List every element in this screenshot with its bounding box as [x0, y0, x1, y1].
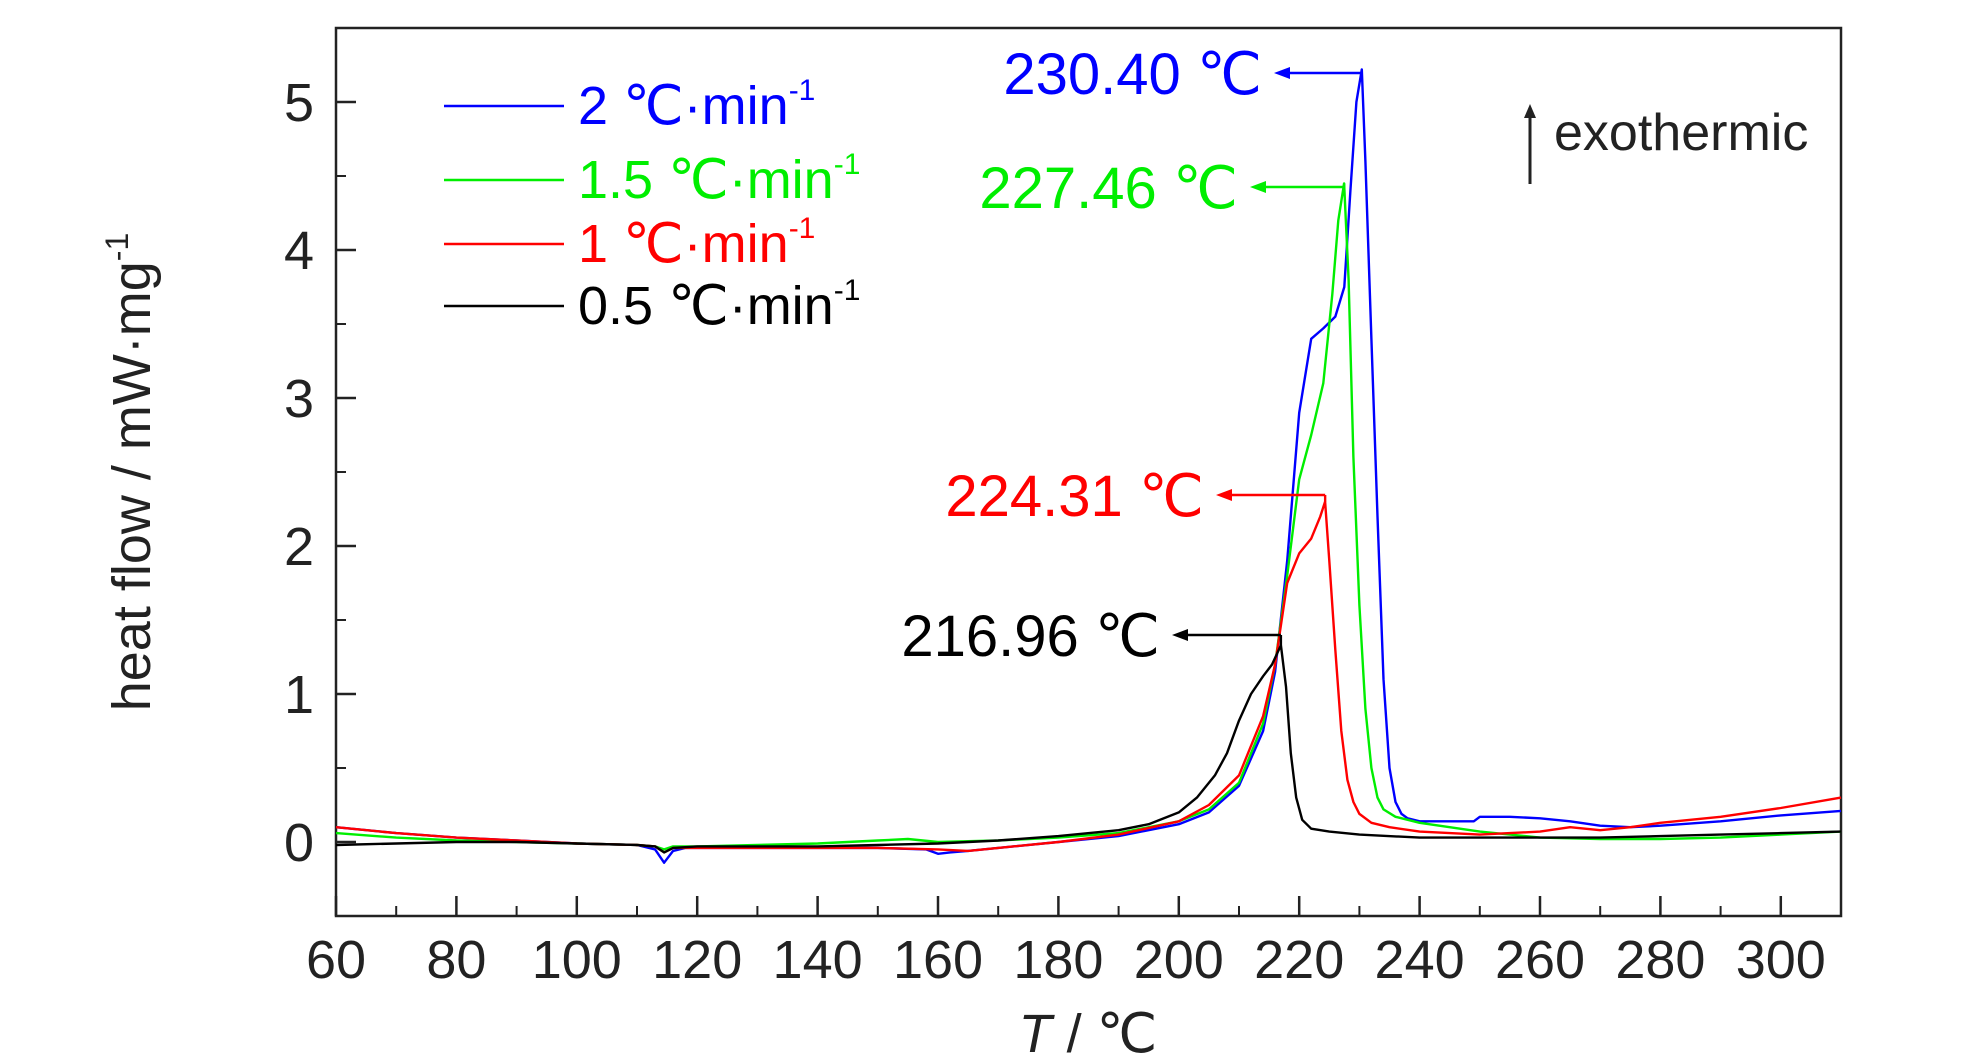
legend-entry-name: 0.5 ℃·min	[578, 276, 834, 336]
legend-entry-sup: -1	[789, 212, 816, 245]
y-axis-title-sup: -1	[99, 233, 135, 261]
y-tick-label: 1	[284, 665, 314, 725]
y-tick-label: 2	[284, 517, 314, 577]
x-axis-ticks: 60 80 100 120 140 160 180 200 220 240 260 280 300	[306, 896, 1826, 990]
y-tick-label: 3	[284, 369, 314, 429]
x-tick-label: 60	[306, 930, 366, 990]
left-arrow-icon	[1172, 629, 1188, 641]
left-arrow-icon	[1250, 181, 1266, 193]
x-axis-title-italic: T	[1019, 1004, 1056, 1063]
x-tick-label: 80	[426, 930, 486, 990]
x-tick-label: 280	[1615, 930, 1705, 990]
legend-entry: 1 ℃·min-1	[578, 212, 815, 274]
y-tick-label: 0	[284, 813, 314, 873]
legend-entry: 1.5 ℃·min-1	[578, 148, 860, 210]
x-tick-label: 260	[1495, 930, 1585, 990]
legend-entry-sup: -1	[834, 274, 861, 307]
legend-entry-name: 1.5 ℃·min	[578, 150, 834, 210]
x-axis-title: T / ℃	[1019, 1004, 1158, 1063]
up-arrow-icon	[1524, 104, 1536, 118]
exothermic-indicator: exothermic	[1524, 104, 1808, 184]
x-axis-title-rest: / ℃	[1052, 1004, 1158, 1063]
x-tick-label: 160	[893, 930, 983, 990]
x-tick-label: 240	[1375, 930, 1465, 990]
x-tick-label: 140	[773, 930, 863, 990]
y-tick-label: 5	[284, 73, 314, 133]
left-arrow-icon	[1274, 67, 1290, 79]
x-tick-label: 300	[1736, 930, 1826, 990]
legend-entry-name: 1 ℃·min	[578, 214, 789, 274]
series-lines	[335, 68, 1842, 864]
peak-label: 230.40 ℃	[1003, 42, 1262, 107]
legend-entry: 2 ℃·min-1	[578, 74, 815, 136]
peak-label: 216.96 ℃	[901, 604, 1160, 669]
legend: 2 ℃·min-11.5 ℃·min-11 ℃·min-10.5 ℃·min-1	[444, 74, 860, 336]
x-tick-label: 200	[1134, 930, 1224, 990]
x-tick-label: 180	[1013, 930, 1103, 990]
legend-entry-sup: -1	[789, 74, 816, 107]
peak-annotations: 230.40 ℃ 227.46 ℃ 224.31 ℃ 216.96 ℃	[901, 42, 1364, 669]
x-tick-label: 220	[1254, 930, 1344, 990]
peak-label: 227.46 ℃	[979, 156, 1238, 221]
legend-entry: 0.5 ℃·min-1	[578, 274, 860, 336]
x-tick-label: 120	[652, 930, 742, 990]
x-tick-label: 100	[532, 930, 622, 990]
peak-label: 224.31 ℃	[945, 464, 1204, 529]
legend-entry-sup: -1	[834, 148, 861, 181]
y-tick-label: 4	[284, 221, 314, 281]
legend-entry-name: 2 ℃·min	[578, 76, 789, 136]
y-axis-ticks: 0 1 2 3 4 5	[284, 27, 356, 917]
series-line	[335, 644, 1842, 854]
y-axis-title-base: heat flow / mW·mg	[102, 261, 162, 711]
y-axis-title: heat flow / mW·mg-1	[99, 233, 162, 712]
exothermic-label: exothermic	[1554, 104, 1808, 162]
left-arrow-icon	[1216, 489, 1232, 501]
series-line	[335, 500, 1842, 854]
